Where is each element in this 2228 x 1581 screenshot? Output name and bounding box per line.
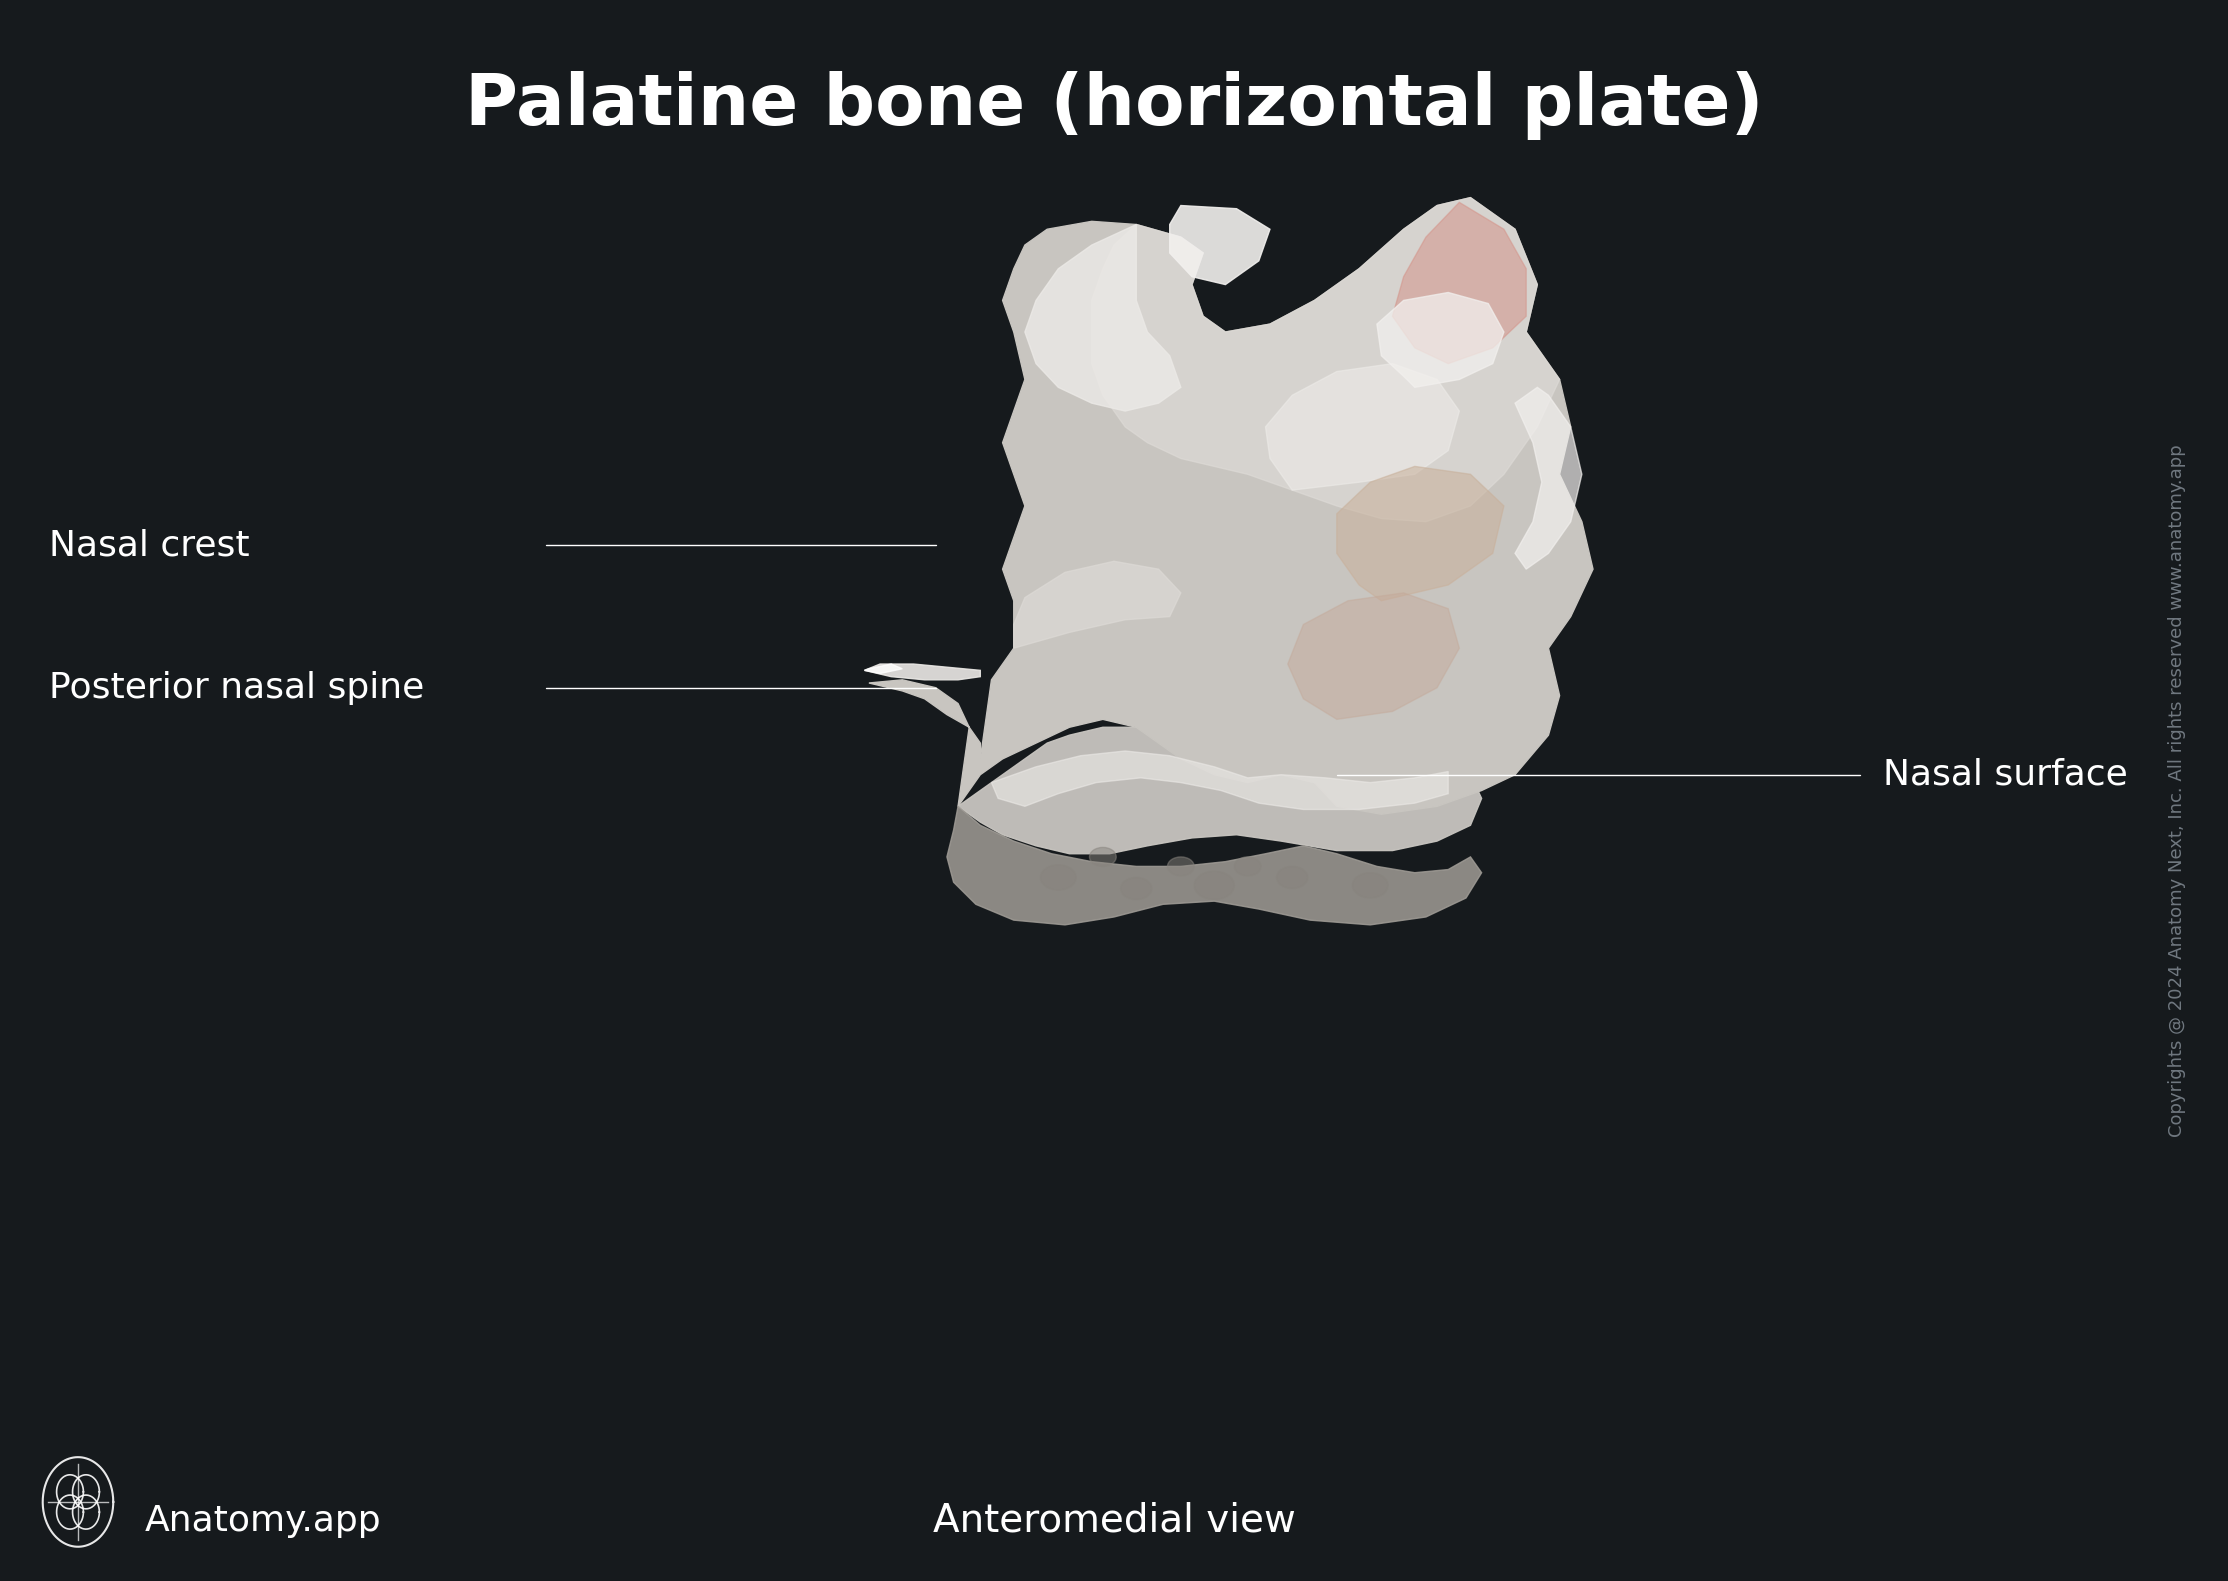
Circle shape (1277, 866, 1308, 889)
Polygon shape (958, 727, 1482, 854)
Circle shape (1040, 865, 1076, 890)
Polygon shape (1392, 202, 1526, 364)
Polygon shape (1092, 198, 1560, 522)
Circle shape (1234, 857, 1261, 876)
Polygon shape (1337, 466, 1504, 601)
Text: Nasal crest: Nasal crest (49, 528, 250, 563)
Polygon shape (864, 664, 902, 674)
Polygon shape (869, 198, 1593, 814)
Polygon shape (1170, 206, 1270, 285)
Circle shape (1194, 871, 1234, 900)
Polygon shape (1014, 561, 1181, 648)
Polygon shape (947, 806, 1482, 925)
Polygon shape (991, 751, 1448, 809)
Polygon shape (1515, 387, 1582, 569)
Polygon shape (1025, 225, 1181, 411)
Circle shape (1089, 847, 1116, 866)
Polygon shape (1377, 292, 1504, 387)
Text: Anteromedial view: Anteromedial view (934, 1502, 1294, 1540)
Text: Copyrights @ 2024 Anatomy Next, Inc. All rights reserved www.anatomy.app: Copyrights @ 2024 Anatomy Next, Inc. All… (2168, 444, 2186, 1137)
Circle shape (1121, 877, 1152, 900)
Circle shape (1352, 873, 1388, 898)
Text: Posterior nasal spine: Posterior nasal spine (49, 670, 423, 705)
Text: Nasal surface: Nasal surface (1883, 757, 2128, 792)
Polygon shape (864, 664, 980, 680)
Polygon shape (1266, 364, 1459, 490)
Text: Anatomy.app: Anatomy.app (145, 1504, 381, 1538)
Polygon shape (1288, 593, 1459, 719)
Text: Palatine bone (horizontal plate): Palatine bone (horizontal plate) (466, 71, 1762, 141)
Circle shape (1167, 857, 1194, 876)
